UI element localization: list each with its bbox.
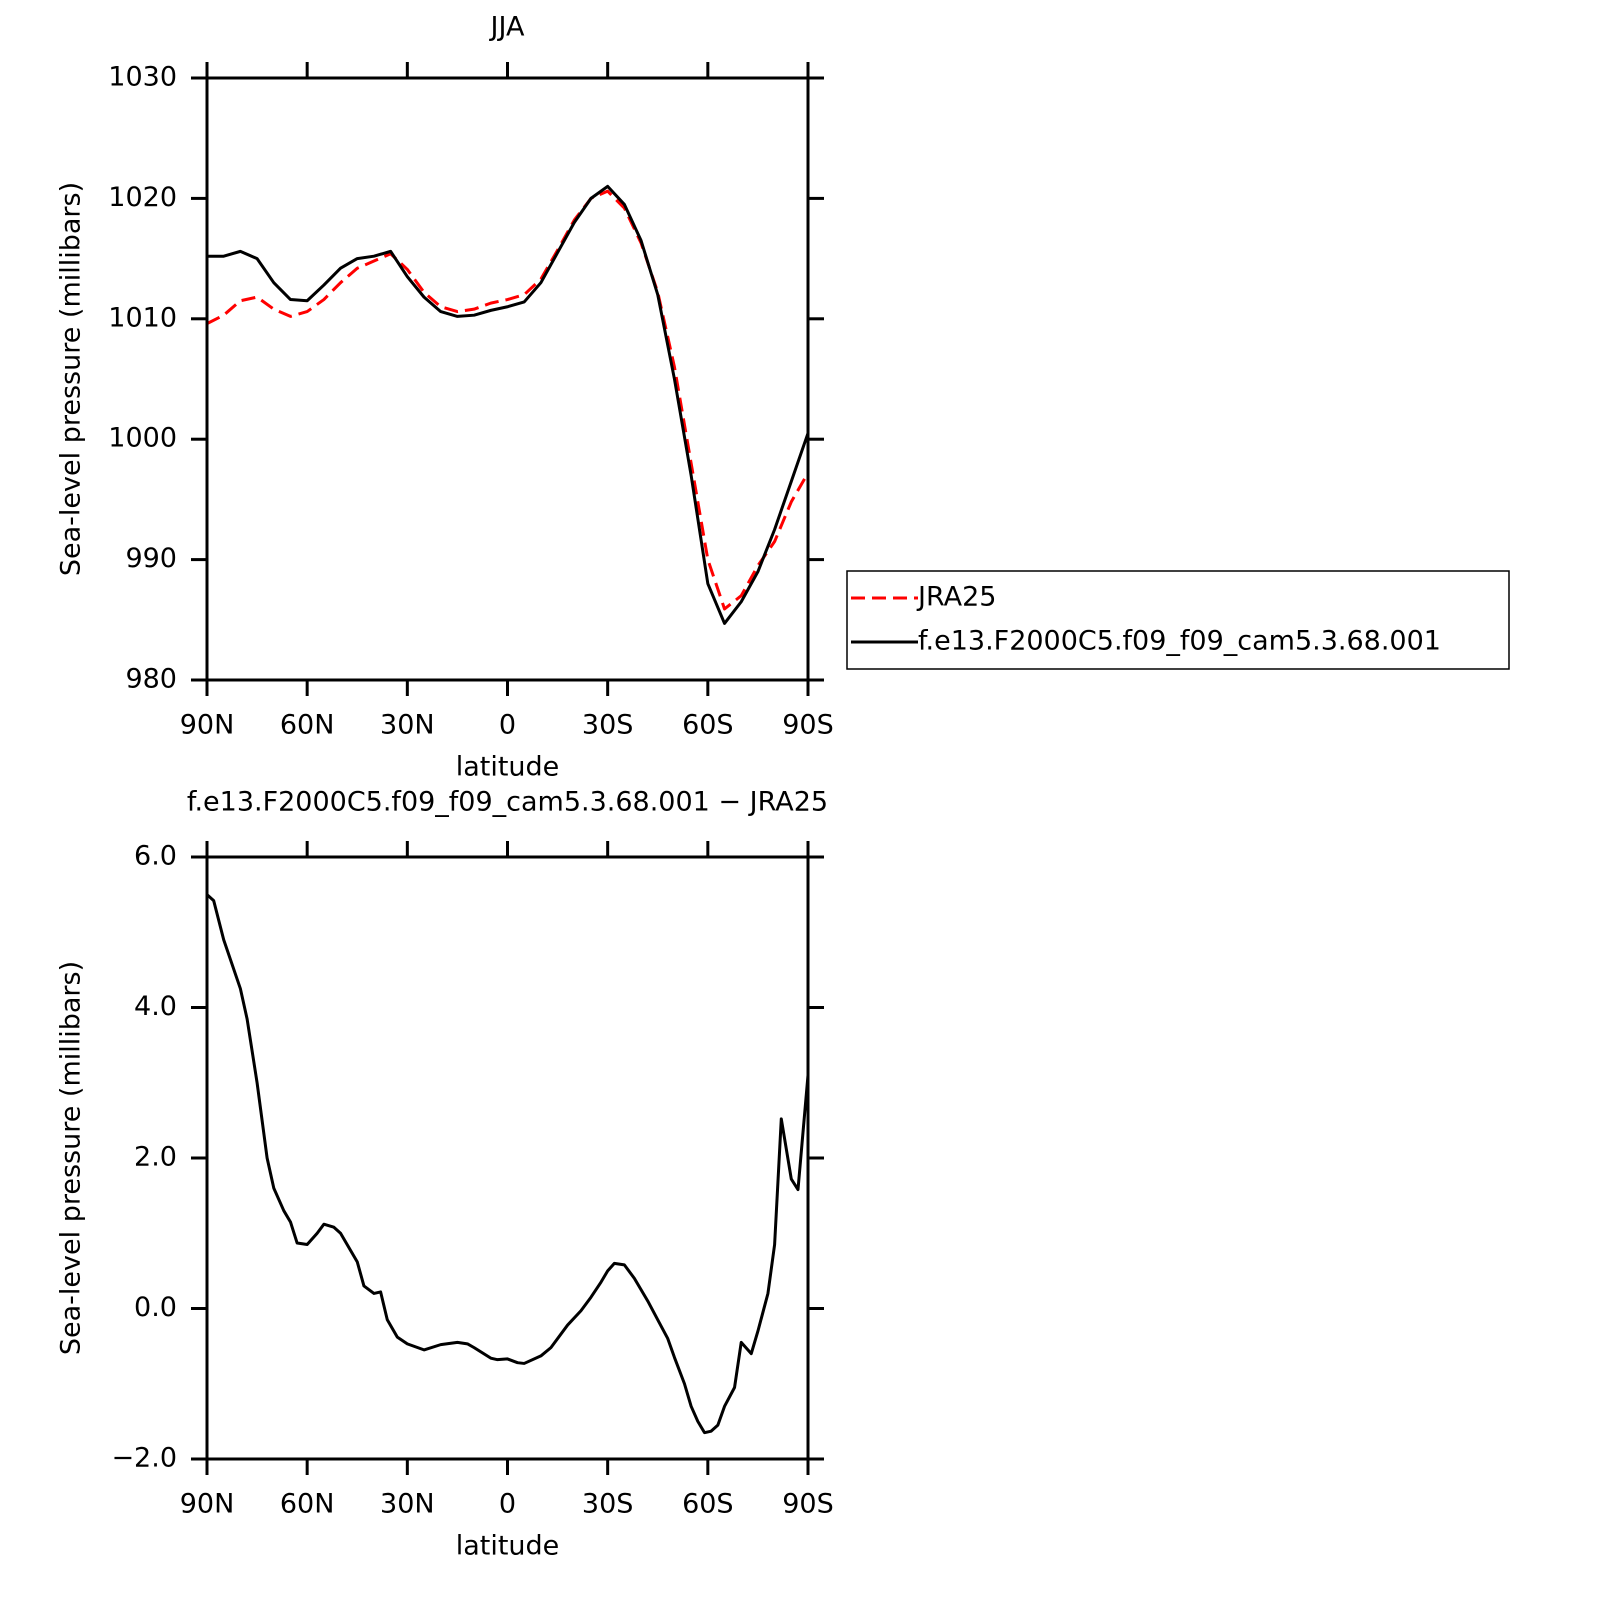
plot-frame — [205, 855, 810, 1461]
x-tick-label: 30N — [380, 1489, 435, 1520]
x-tick-label: 30S — [582, 1489, 634, 1520]
data-line — [205, 893, 810, 1435]
x-tick-label: 30N — [380, 710, 435, 741]
x-axis-label: latitude — [456, 752, 560, 783]
legend-label: f.e13.F2000C5.f09_f09_cam5.3.68.001 — [918, 626, 1441, 657]
y-tick-label: 2.0 — [134, 1142, 177, 1173]
x-tick-label: 90S — [782, 710, 834, 741]
y-tick-label: 1010 — [108, 302, 177, 333]
x-tick-label: 0 — [499, 710, 516, 741]
x-tick-label: 90N — [180, 710, 235, 741]
y-tick-label: 1030 — [108, 62, 177, 93]
legend-box — [846, 570, 1510, 670]
x-tick-label: 60N — [280, 1489, 335, 1520]
y-tick-label: −2.0 — [111, 1443, 177, 1474]
y-axis-label: Sea-level pressure (millibars) — [56, 961, 87, 1355]
y-tick-label: 990 — [125, 543, 177, 574]
y-tick-label: 1000 — [108, 423, 177, 454]
x-tick-label: 0 — [499, 1489, 516, 1520]
data-line — [206, 189, 810, 611]
y-axis-label: Sea-level pressure (millibars) — [56, 182, 87, 576]
y-tick-label: 0.0 — [134, 1292, 177, 1323]
x-tick-label: 60S — [682, 710, 734, 741]
x-tick-label: 90S — [782, 1489, 834, 1520]
y-tick-label: 980 — [125, 664, 177, 695]
y-tick-label: 6.0 — [134, 841, 177, 872]
x-tick-label: 60N — [280, 710, 335, 741]
y-tick-label: 1020 — [108, 182, 177, 213]
x-axis-label: latitude — [456, 1531, 560, 1562]
legend-label: JRA25 — [916, 582, 996, 613]
x-tick-label: 60S — [682, 1489, 734, 1520]
y-tick-label: 4.0 — [134, 991, 177, 1022]
chart-title: f.e13.F2000C5.f09_f09_cam5.3.68.001 − JR… — [187, 787, 828, 818]
plot-frame — [205, 76, 810, 682]
data-line — [207, 184, 810, 625]
chart-title: JJA — [489, 12, 525, 43]
x-tick-label: 90N — [180, 1489, 235, 1520]
x-tick-label: 30S — [582, 710, 634, 741]
